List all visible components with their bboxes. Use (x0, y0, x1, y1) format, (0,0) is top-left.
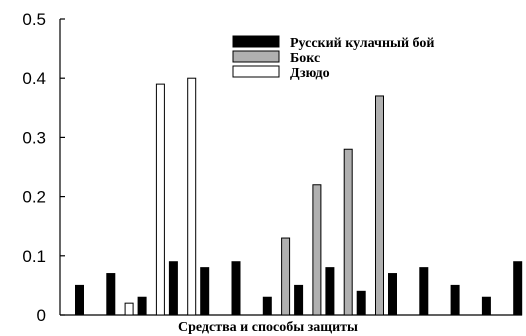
bar-fist-fight (262, 296, 272, 316)
x-axis-label: Средства и способы защиты (178, 320, 358, 335)
bar-fist-fight (294, 284, 304, 316)
legend-swatch (232, 65, 280, 78)
y-tick-label: 0.2 (22, 188, 46, 207)
bar-fist-fight (325, 267, 335, 316)
bar-boxing (281, 237, 291, 316)
bar-fist-fight (513, 261, 523, 316)
bar-boxing (375, 95, 384, 316)
y-tick-label: 0.4 (22, 69, 46, 88)
chart-axes: 0 0.1 0.2 0.3 0.4 0.5 (22, 10, 522, 325)
bar-fist-fight (388, 273, 397, 316)
chart-bars (75, 77, 523, 316)
bar-fist-fight (356, 290, 366, 316)
bar-judo (124, 302, 134, 316)
y-tick-label: 0.1 (22, 247, 46, 266)
bar-fist-fight (168, 261, 178, 316)
bar-boxing (343, 148, 353, 316)
y-tick-label: 0.3 (22, 128, 46, 147)
legend-swatch (232, 50, 280, 63)
bar-judo (155, 83, 165, 316)
bar-fist-fight (481, 296, 491, 316)
legend-swatch (232, 35, 280, 48)
y-tick-label: 0 (37, 306, 46, 325)
legend-label: Русский кулачный бой (290, 36, 434, 51)
bar-fist-fight (231, 261, 241, 316)
legend-label: Дзюдо (290, 66, 330, 81)
bar-boxing (312, 184, 322, 316)
bar-fist-fight (137, 296, 147, 316)
bar-fist-fight (450, 284, 460, 316)
bar-fist-fight (75, 284, 84, 316)
bar-fist-fight (106, 273, 116, 316)
bar-fist-fight (200, 267, 210, 316)
y-tick-label: 0.5 (22, 10, 46, 29)
legend-label: Бокс (290, 51, 320, 66)
bar-fist-fight (419, 267, 429, 316)
bar-judo (187, 77, 197, 316)
